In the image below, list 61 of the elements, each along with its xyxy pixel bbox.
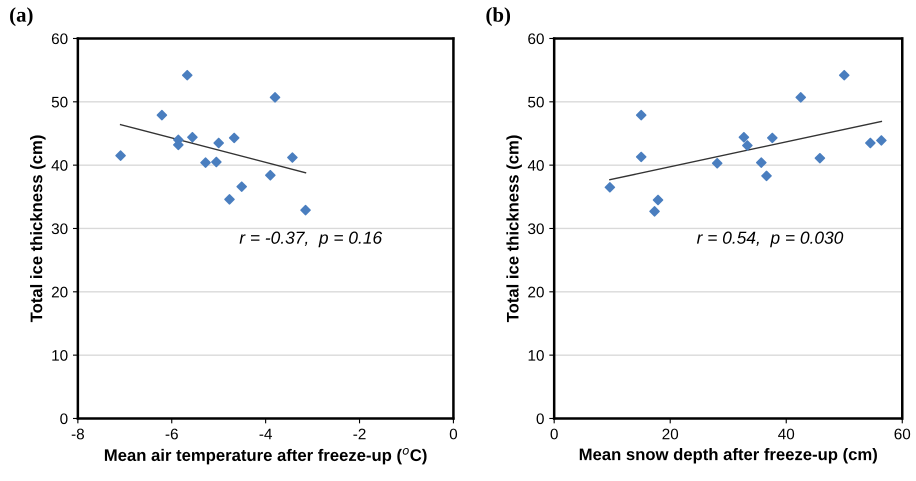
point — [270, 92, 280, 103]
point — [767, 132, 778, 144]
y-tick-label: 50 — [52, 96, 68, 108]
y-tick-label: 40 — [51, 160, 68, 171]
y-tick-label: 50 — [528, 96, 544, 108]
y-tick-label: 40 — [528, 160, 544, 171]
annotation: r = 0.54, p = 0.030 — [696, 232, 844, 248]
y-tick-label: 0 — [60, 413, 68, 424]
x-tick-label: 60 — [894, 428, 910, 440]
chart-title: (a) — [10, 7, 33, 26]
y-tick-label: 30 — [52, 223, 68, 234]
point — [636, 152, 646, 162]
point — [712, 158, 722, 169]
x-tick-label: 40 — [778, 428, 794, 440]
y-tick-label: 60 — [528, 33, 544, 44]
chart-title: (b) — [486, 7, 510, 26]
point — [636, 110, 646, 120]
point — [649, 206, 660, 217]
point — [838, 70, 850, 81]
x-tick-label: -8 — [72, 428, 84, 440]
point — [876, 135, 887, 146]
x-tick-label: -6 — [166, 428, 178, 440]
y-tick-label: 10 — [528, 350, 544, 361]
y-tick-label: 0 — [536, 413, 544, 424]
y-tick-label: 20 — [528, 286, 544, 298]
x-tick-label: 20 — [662, 428, 678, 440]
point — [265, 170, 276, 181]
point — [115, 150, 126, 161]
y-tick-label: 30 — [528, 223, 544, 234]
point — [236, 181, 247, 192]
point — [211, 156, 222, 168]
point — [182, 70, 193, 81]
x-tick-label: 0 — [450, 428, 458, 440]
point — [300, 204, 311, 216]
x-tick-label: 0 — [550, 428, 558, 440]
point — [187, 132, 198, 143]
point — [156, 110, 168, 120]
point — [287, 152, 298, 163]
y-tick-label: 10 — [52, 350, 68, 361]
point — [213, 138, 224, 148]
point — [652, 194, 664, 206]
annotation: r = -0.37, p = 0.16 — [240, 232, 382, 248]
y-axis-title: Total ice thickness (cm) — [506, 135, 522, 322]
point — [865, 138, 876, 148]
point — [742, 140, 753, 151]
x-axis-title: Mean air temperature after freeze-up ($^{o}$C) — [104, 448, 427, 464]
y-tick-label: 60 — [52, 33, 68, 44]
x-axis-title: Mean snow depth after freeze-up (cm) — [580, 448, 877, 464]
point — [228, 132, 240, 144]
x-tick-label: -2 — [353, 428, 366, 440]
point — [814, 152, 826, 164]
point — [224, 194, 235, 205]
y-axis-title: Total ice thickness (cm) — [30, 135, 46, 322]
x-tick-label: -4 — [260, 428, 272, 440]
point — [200, 157, 211, 168]
y-tick-label: 20 — [52, 286, 68, 298]
point — [738, 132, 750, 143]
point — [795, 92, 806, 103]
point — [761, 170, 772, 182]
point — [756, 157, 767, 168]
point — [604, 182, 616, 193]
